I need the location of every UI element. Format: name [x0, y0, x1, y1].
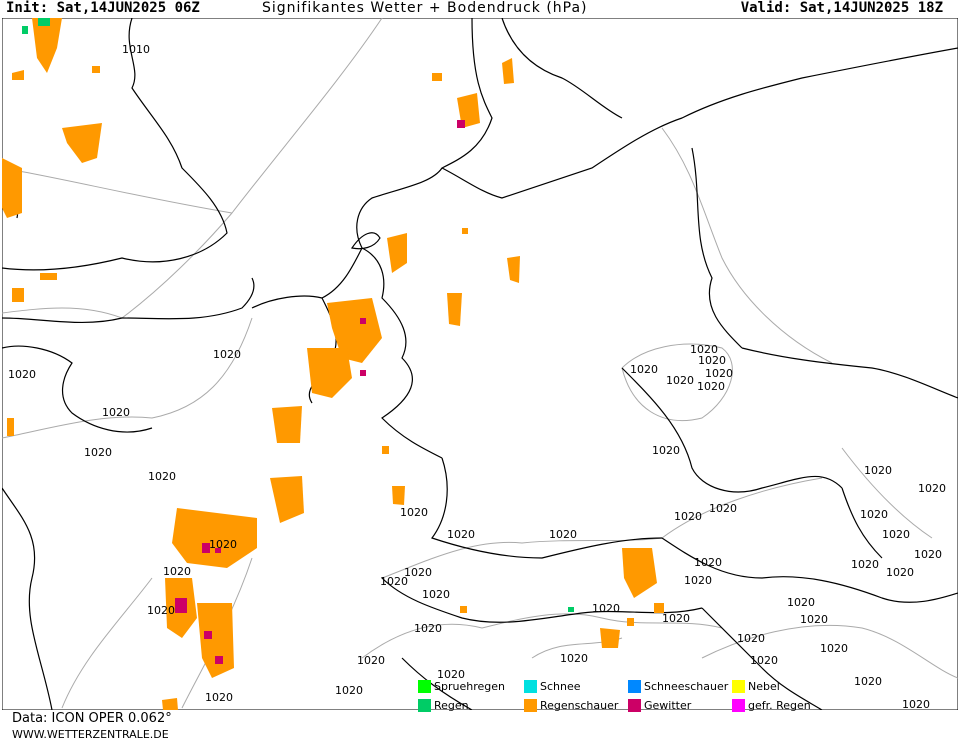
isobar-label: 1020: [698, 354, 726, 367]
isobar-label: 1020: [705, 367, 733, 380]
isobar-label: 1020: [854, 675, 882, 688]
isobar-label: 1020: [209, 538, 237, 551]
isobar-labels: 1010 1020 1020 1020 1020 1020 1020 1020 …: [8, 43, 946, 710]
isobar-label: 1020: [674, 510, 702, 523]
legend-swatch: [418, 679, 431, 693]
isobar-label: 1020: [820, 642, 848, 655]
isobar-label: 1020: [652, 444, 680, 457]
legend-item-schnee: Schnee: [524, 678, 581, 694]
weather-map: 1010 1020 1020 1020 1020 1020 1020 1020 …: [2, 18, 958, 710]
legend-swatch: [732, 679, 745, 693]
isobar-label: 1020: [414, 622, 442, 635]
legend-item-schneeschauer: Schneeschauer: [628, 678, 728, 694]
legend: Spruehregen Regen Schnee Regenschauer Sc…: [418, 678, 818, 716]
isobar-label: 1020: [914, 548, 942, 561]
isobar-label: 1020: [592, 602, 620, 615]
isobar-label: 1020: [694, 556, 722, 569]
thunderstorm-areas: [175, 120, 465, 664]
legend-item-regen: Regen: [418, 697, 469, 713]
isobar-label: 1020: [400, 506, 428, 519]
isobar-label: 1020: [357, 654, 385, 667]
isobar-label: 1020: [864, 464, 892, 477]
map-frame: [2, 18, 958, 710]
isobar-label: 1020: [918, 482, 946, 495]
legend-swatch: [628, 698, 641, 712]
isobar-label: 1020: [422, 588, 450, 601]
isobar-label: 1020: [147, 604, 175, 617]
isobar-label: 1020: [697, 380, 725, 393]
legend-swatch: [524, 698, 537, 712]
isobar-label: 1020: [886, 566, 914, 579]
isobar-label: 1020: [737, 632, 765, 645]
isobar-label: 1020: [902, 698, 930, 710]
isobar-label: 1020: [666, 374, 694, 387]
isobar-label: 1020: [84, 446, 112, 459]
isobar-label: 1020: [800, 613, 828, 626]
legend-item-gewitter: Gewitter: [628, 697, 691, 713]
legend-item-gefr-regen: gefr. Regen: [732, 697, 811, 713]
isobar-label: 1020: [102, 406, 130, 419]
legend-swatch: [732, 698, 745, 712]
map-title: Signifikantes Wetter + Bodendruck (hPa): [262, 0, 588, 16]
isobar-label: 1020: [662, 612, 690, 625]
isobar-label: 1020: [213, 348, 241, 361]
legend-swatch: [628, 679, 641, 693]
legend-item-regenschauer: Regenschauer: [524, 697, 618, 713]
legend-swatch: [524, 679, 537, 693]
isobar-label: 1020: [447, 528, 475, 541]
isobar-label: 1020: [148, 470, 176, 483]
isobar-label: 1020: [690, 343, 718, 356]
isobar-label: 1020: [380, 575, 408, 588]
isobar-label: 1020: [882, 528, 910, 541]
legend-item-spruehregen: Spruehregen: [418, 678, 505, 694]
isobar-label: 1020: [851, 558, 879, 571]
isobar-label: 1020: [437, 668, 465, 681]
shower-areas: [2, 18, 664, 710]
isobar-label: 1020: [860, 508, 888, 521]
site-url: WWW.WETTERZENTRALE.DE: [12, 728, 169, 741]
valid-time: Valid: Sat,14JUN2025 18Z: [740, 0, 943, 16]
isobar-label: 1020: [404, 566, 432, 579]
isobar-label: 1020: [750, 654, 778, 667]
isobar-label: 1020: [205, 691, 233, 704]
isobar-label: 1020: [787, 596, 815, 609]
isobar-label: 1020: [684, 574, 712, 587]
isobar-label: 1020: [8, 368, 36, 381]
isobar-label: 1020: [163, 565, 191, 578]
isobar-label: 1020: [335, 684, 363, 697]
isobar-label: 1020: [709, 502, 737, 515]
legend-swatch: [418, 698, 431, 712]
rain-areas: [22, 18, 574, 612]
legend-item-nebel: Nebel: [732, 678, 780, 694]
isobar-label: 1020: [630, 363, 658, 376]
coastlines-borders: [2, 18, 958, 710]
isobar-label: 1010: [122, 43, 150, 56]
isobar-label: 1020: [549, 528, 577, 541]
isobar-label: 1020: [560, 652, 588, 665]
init-time: Init: Sat,14JUN2025 06Z: [6, 0, 200, 16]
data-source: Data: ICON OPER 0.062°: [12, 711, 172, 726]
